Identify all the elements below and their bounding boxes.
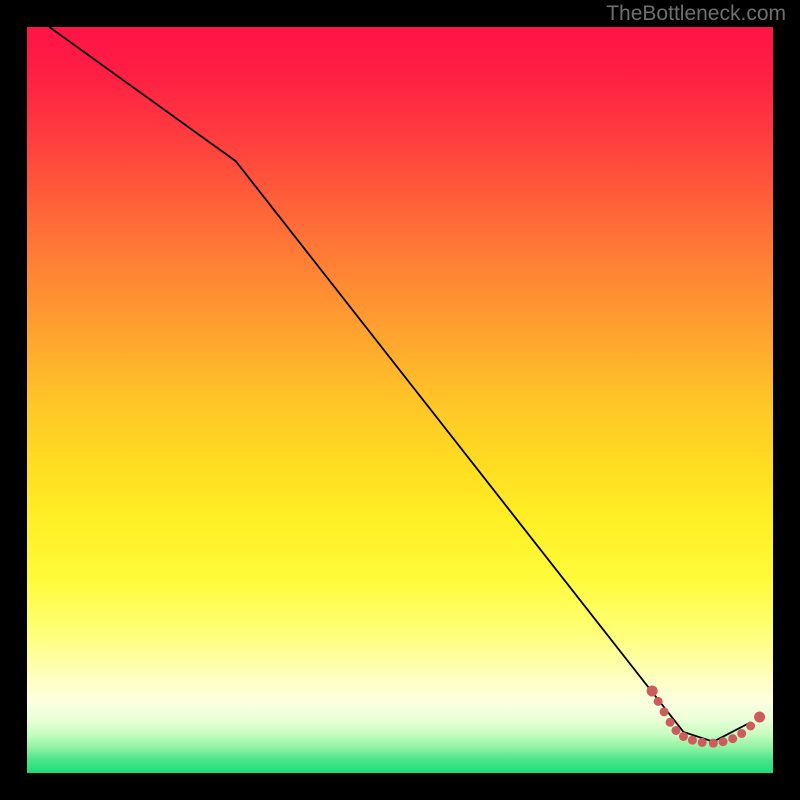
series-marker [754, 712, 765, 723]
series-marker [737, 729, 746, 738]
series-marker [746, 722, 755, 731]
series-marker [666, 718, 675, 727]
series-marker [660, 707, 669, 716]
series-marker [654, 697, 663, 706]
series-marker [647, 685, 658, 696]
plot-area [27, 27, 773, 773]
series-marker [698, 738, 707, 747]
plot-svg [27, 27, 773, 773]
watermark-text: TheBottleneck.com [606, 2, 786, 26]
chart-root: TheBottleneck.com [0, 0, 800, 800]
series-marker [719, 737, 728, 746]
series-marker [709, 739, 718, 748]
series-marker [728, 734, 737, 743]
series-marker [679, 732, 688, 741]
series-marker [672, 726, 681, 735]
series-marker [688, 736, 697, 745]
gradient-background [27, 27, 773, 773]
